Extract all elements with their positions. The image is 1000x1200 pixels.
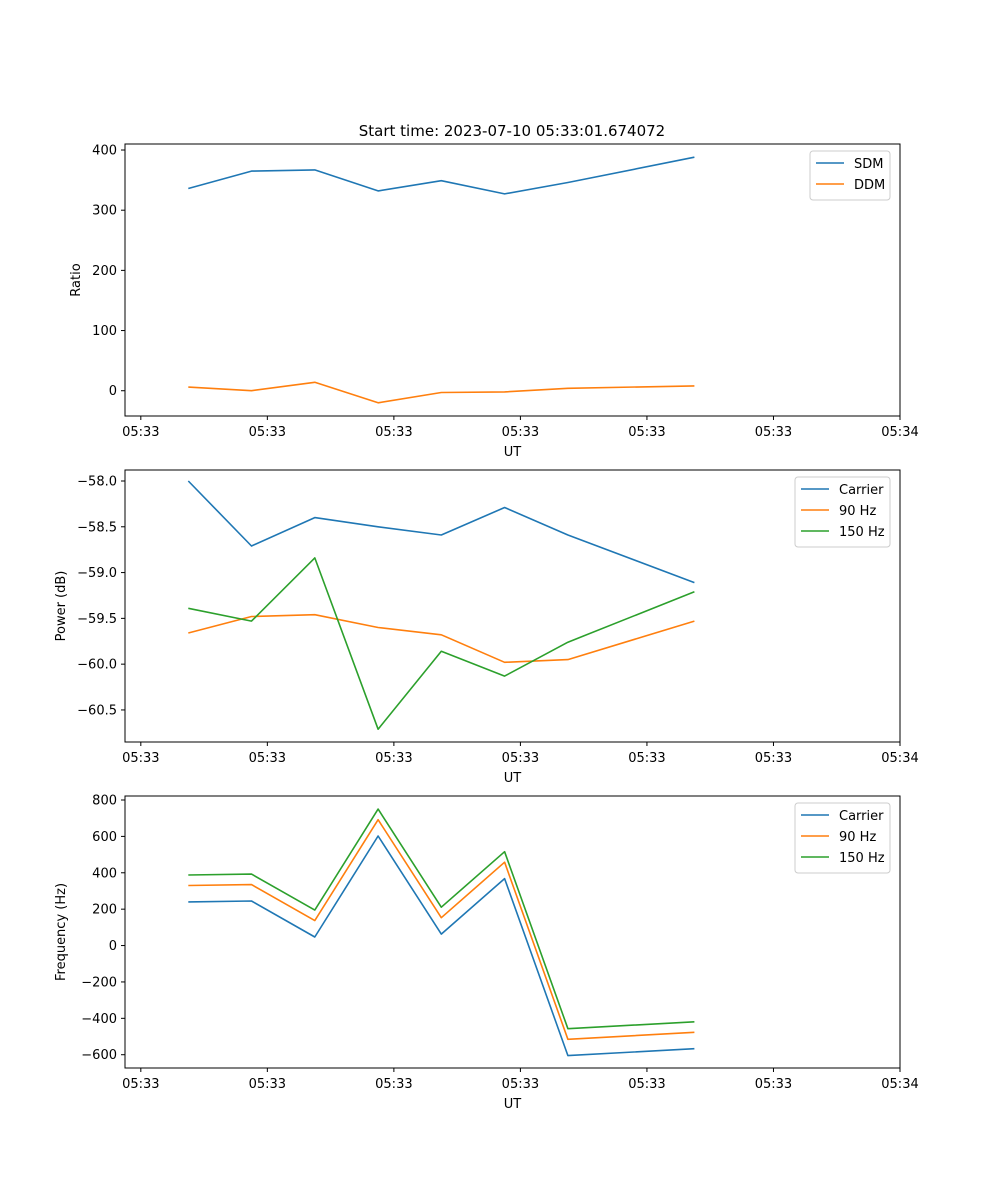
x-tick-label: 05:33 bbox=[122, 1077, 159, 1092]
x-tick-label: 05:33 bbox=[122, 751, 159, 766]
legend-label: DDM bbox=[854, 178, 885, 193]
x-axis-label: UT bbox=[504, 771, 522, 786]
y-tick-label: 200 bbox=[92, 903, 117, 918]
y-tick-label: 100 bbox=[92, 324, 117, 339]
legend-label: 150 Hz bbox=[839, 525, 885, 540]
y-tick-label: −59.5 bbox=[77, 612, 117, 627]
y-tick-label: 300 bbox=[92, 204, 117, 219]
axes-frame bbox=[124, 143, 901, 417]
y-tick-label: 600 bbox=[92, 830, 117, 845]
legend: Carrier 90 Hz 150 Hz bbox=[794, 476, 891, 548]
y-tick-label: −58.5 bbox=[77, 520, 117, 535]
y-tick-label: 400 bbox=[92, 144, 117, 159]
charts-container: 05:33 05:33 05:33 05:33 05:33 05:33 05:34 0 100 2… bbox=[54, 143, 919, 1112]
series-line-90-hz bbox=[188, 818, 695, 1041]
legend: Carrier 90 Hz 150 Hz bbox=[794, 802, 891, 874]
x-tick-label: 05:33 bbox=[375, 425, 412, 440]
y-tick-label: 200 bbox=[92, 264, 117, 279]
legend-label: 90 Hz bbox=[839, 504, 876, 519]
x-axis-label: UT bbox=[504, 1097, 522, 1112]
x-tick-label: 05:33 bbox=[628, 425, 665, 440]
x-tick-label: 05:33 bbox=[502, 1077, 539, 1092]
figure-title: Start time: 2023-07-10 05:33:01.674072 bbox=[359, 122, 665, 140]
axes-frame bbox=[124, 795, 901, 1069]
series-line-carrier bbox=[187, 480, 695, 584]
y-tick-label: 0 bbox=[109, 939, 117, 954]
x-tick-label: 05:33 bbox=[249, 425, 286, 440]
x-tick-label: 05:33 bbox=[375, 751, 412, 766]
y-tick-label: −400 bbox=[81, 1012, 117, 1027]
axes-frame bbox=[124, 469, 901, 743]
series-line-sdm bbox=[188, 156, 695, 195]
x-tick-label: 05:33 bbox=[502, 751, 539, 766]
legend-label: 90 Hz bbox=[839, 830, 876, 845]
series-line-150-hz bbox=[188, 808, 695, 1030]
x-tick-label: 05:33 bbox=[375, 1077, 412, 1092]
series-line-carrier bbox=[188, 835, 695, 1057]
series-line-ddm bbox=[188, 381, 695, 404]
y-tick-label: −60.0 bbox=[77, 658, 117, 673]
legend-label: Carrier bbox=[839, 809, 884, 824]
x-tick-label: 05:33 bbox=[628, 751, 665, 766]
y-tick-label: 0 bbox=[109, 384, 117, 399]
x-tick-label: 05:33 bbox=[755, 751, 792, 766]
y-axis-label: Ratio bbox=[69, 263, 84, 296]
y-tick-label: −58.0 bbox=[77, 474, 117, 489]
x-tick-label: 05:33 bbox=[249, 751, 286, 766]
x-tick-label: 05:34 bbox=[881, 751, 918, 766]
x-tick-label: 05:33 bbox=[755, 1077, 792, 1092]
x-axis-label: UT bbox=[504, 445, 522, 460]
chart-1: 05:33 05:33 05:33 05:33 05:33 05:33 05:34 0 100 2… bbox=[69, 143, 919, 460]
x-tick-label: 05:33 bbox=[122, 425, 159, 440]
y-tick-label: −59.0 bbox=[77, 566, 117, 581]
y-tick-label: −60.5 bbox=[77, 703, 117, 718]
legend-box bbox=[794, 476, 891, 548]
y-tick-label: 800 bbox=[92, 794, 117, 809]
legend-box bbox=[794, 802, 891, 874]
legend-label: Carrier bbox=[839, 483, 884, 498]
chart-2: 05:33 05:33 05:33 05:33 05:33 05:33 05:34 −58.0… bbox=[54, 469, 919, 786]
x-tick-label: 05:33 bbox=[249, 1077, 286, 1092]
y-tick-label: 400 bbox=[92, 866, 117, 881]
legend-label: SDM bbox=[854, 157, 883, 172]
y-tick-label: −200 bbox=[81, 975, 117, 990]
y-tick-label: −600 bbox=[81, 1048, 117, 1063]
y-axis-label: Frequency (Hz) bbox=[54, 883, 69, 981]
legend-label: 150 Hz bbox=[839, 851, 885, 866]
y-axis-label: Power (dB) bbox=[54, 571, 69, 642]
chart-3: 05:33 05:33 05:33 05:33 05:33 05:33 05:34 800 60… bbox=[54, 794, 919, 1112]
series-line-150-hz bbox=[188, 557, 695, 731]
x-tick-label: 05:34 bbox=[881, 425, 918, 440]
x-tick-label: 05:33 bbox=[755, 425, 792, 440]
legend: SDM DDM bbox=[809, 150, 891, 201]
x-tick-label: 05:34 bbox=[881, 1077, 918, 1092]
x-tick-label: 05:33 bbox=[502, 425, 539, 440]
series-line-90-hz bbox=[188, 613, 695, 664]
x-tick-label: 05:33 bbox=[628, 1077, 665, 1092]
